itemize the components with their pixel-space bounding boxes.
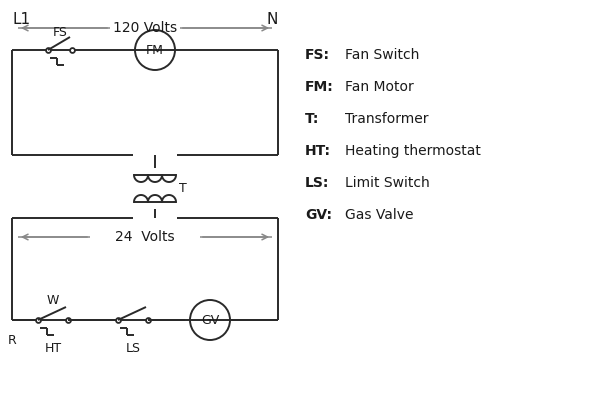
Text: R: R xyxy=(8,334,17,347)
Text: GV: GV xyxy=(201,314,219,326)
Text: Limit Switch: Limit Switch xyxy=(345,176,430,190)
Text: Fan Switch: Fan Switch xyxy=(345,48,419,62)
Text: T:: T: xyxy=(305,112,319,126)
Text: L1: L1 xyxy=(12,12,30,27)
Text: N: N xyxy=(267,12,278,27)
Text: GV:: GV: xyxy=(305,208,332,222)
Text: Transformer: Transformer xyxy=(345,112,428,126)
Text: FM: FM xyxy=(146,44,164,56)
Text: 120 Volts: 120 Volts xyxy=(113,21,177,35)
Text: FS: FS xyxy=(53,26,67,38)
Text: T: T xyxy=(179,182,187,195)
Text: FM:: FM: xyxy=(305,80,334,94)
Text: LS: LS xyxy=(126,342,140,354)
Text: FS:: FS: xyxy=(305,48,330,62)
Text: Fan Motor: Fan Motor xyxy=(345,80,414,94)
Text: Gas Valve: Gas Valve xyxy=(345,208,414,222)
Text: HT: HT xyxy=(44,342,61,354)
Text: W: W xyxy=(47,294,59,306)
Text: LS:: LS: xyxy=(305,176,329,190)
Text: HT:: HT: xyxy=(305,144,331,158)
Text: Heating thermostat: Heating thermostat xyxy=(345,144,481,158)
Text: 24  Volts: 24 Volts xyxy=(115,230,175,244)
